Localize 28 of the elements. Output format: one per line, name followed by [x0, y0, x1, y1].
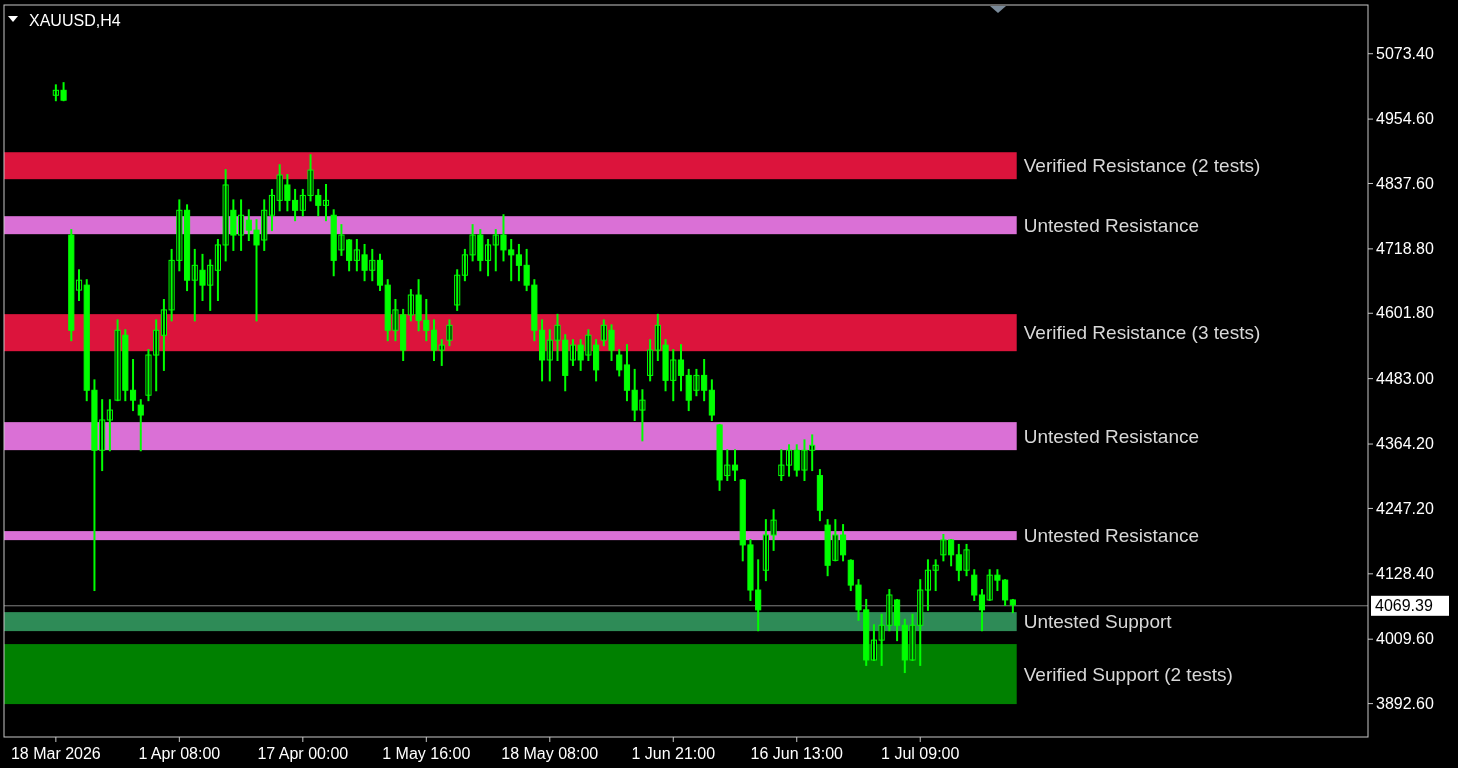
x-tick-label: 1 Apr 08:00	[138, 744, 221, 762]
y-tick-label: 4128.40	[1376, 564, 1434, 582]
chart-title: XAUUSD,H4	[29, 11, 121, 29]
y-tick-label: 4601.80	[1376, 304, 1434, 322]
band-label: Untested Resistance	[1023, 425, 1200, 447]
ref-line-label: 4069.39	[1375, 597, 1433, 615]
y-tick-label: 5073.40	[1376, 44, 1434, 62]
band-label: Untested Resistance	[1023, 214, 1200, 236]
y-tick-label: 4483.00	[1376, 369, 1434, 387]
band-label: Verified Support (2 tests)	[1023, 663, 1233, 685]
y-tick-label: 4837.60	[1376, 174, 1434, 192]
band-label: Verified Resistance (2 tests)	[1023, 155, 1261, 177]
band-label: Untested Resistance	[1023, 525, 1200, 547]
x-tick-label: 16 Jun 13:00	[750, 744, 844, 762]
y-tick-label: 3892.60	[1376, 694, 1434, 712]
x-tick-label: 18 May 08:00	[501, 744, 599, 762]
x-tick-label: 1 Jun 21:00	[631, 744, 716, 762]
x-tick-label: 17 Apr 00:00	[257, 744, 349, 762]
band-label: Untested Support	[1023, 611, 1173, 633]
x-tick-label: 1 May 16:00	[382, 744, 471, 762]
y-tick-label: 4364.20	[1376, 435, 1434, 453]
y-tick-label: 4954.60	[1376, 110, 1434, 128]
x-tick-label: 1 Jul 09:00	[881, 744, 960, 762]
x-tick-label: 18 Mar 2026	[10, 744, 101, 762]
y-tick-label: 4247.20	[1376, 499, 1434, 517]
band-label: Verified Resistance (3 tests)	[1023, 322, 1261, 344]
y-tick-label: 4718.80	[1376, 240, 1434, 257]
y-tick-label: 4009.60	[1376, 630, 1434, 648]
